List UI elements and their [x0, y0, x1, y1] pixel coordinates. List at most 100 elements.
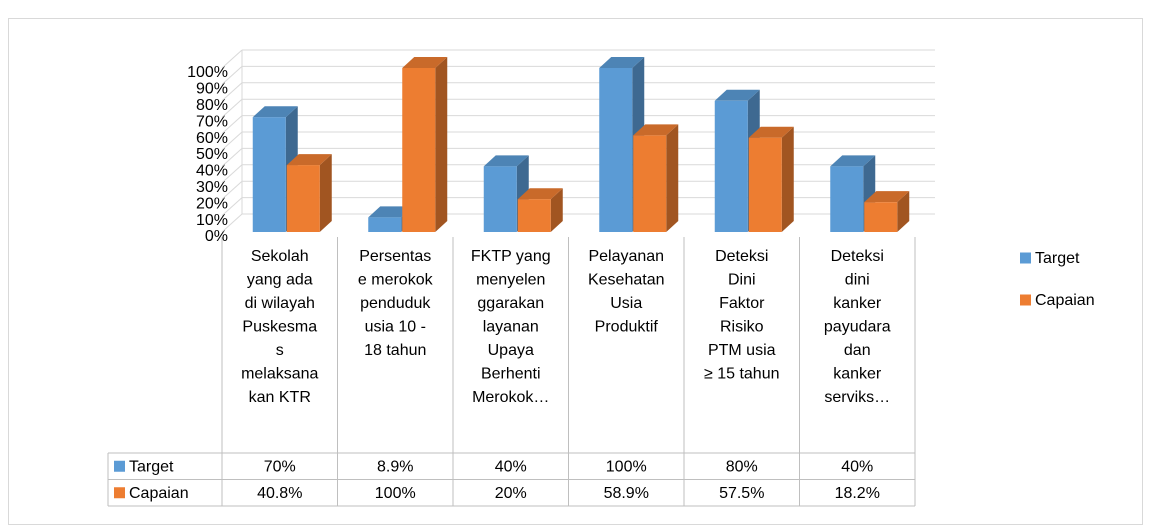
- x-tick-label: dan: [844, 342, 871, 359]
- table-value: 57.5%: [719, 485, 764, 502]
- bar: [252, 117, 286, 232]
- table-key: [114, 460, 125, 472]
- x-tick-label: dini: [845, 272, 870, 289]
- bar: [714, 100, 748, 232]
- y-tick-label: 60%: [196, 130, 228, 147]
- bar-top: [830, 155, 876, 167]
- x-tick-label: payudara: [824, 319, 891, 336]
- x-tick-label: 18 tahun: [364, 342, 426, 359]
- table-value: 20%: [495, 485, 527, 502]
- y-tick-label: 80%: [196, 97, 228, 114]
- side-grid-line: [221, 49, 243, 69]
- bar-side: [550, 188, 563, 232]
- x-tick-label: s: [276, 342, 284, 359]
- x-tick-label: ggarakan: [477, 295, 544, 312]
- legend-label: Capaian: [1035, 292, 1095, 309]
- x-tick-label: Puskesma: [242, 319, 317, 336]
- table-value: 70%: [264, 458, 296, 475]
- legend-label: Target: [1035, 250, 1080, 267]
- table-series-name: Target: [129, 458, 174, 475]
- bar: [483, 166, 517, 232]
- x-tick-label: penduduk: [360, 295, 431, 312]
- y-tick-label: 10%: [196, 212, 228, 229]
- x-tick-label: Usia: [610, 295, 642, 312]
- y-tick-label: 50%: [196, 146, 228, 163]
- bar-top: [633, 124, 679, 136]
- x-tick-label: Faktor: [719, 295, 765, 312]
- x-tick-label: Deteksi: [715, 248, 768, 265]
- x-tick-label: melaksana: [241, 366, 318, 383]
- legend-key: [1020, 252, 1031, 264]
- bar: [748, 137, 782, 232]
- bar-side: [781, 126, 794, 232]
- x-tick-label: Persentas: [359, 248, 431, 265]
- x-tick-label: Deteksi: [831, 248, 884, 265]
- table-value: 100%: [375, 485, 416, 502]
- x-tick-label: ≥ 15 tahun: [704, 366, 780, 383]
- y-tick-label: 100%: [187, 64, 228, 81]
- x-tick-label: Sekolah: [251, 248, 309, 265]
- x-tick-label: yang ada: [247, 272, 313, 289]
- x-tick-label: Merokok…: [472, 389, 549, 406]
- side-grid-line: [221, 148, 243, 167]
- bar-top: [286, 154, 332, 166]
- side-grid-line: [221, 98, 243, 118]
- table-key: [114, 487, 125, 499]
- x-tick-label: kanker: [833, 366, 882, 383]
- table-value: 40%: [841, 458, 873, 475]
- bar: [864, 202, 898, 232]
- bar-side: [666, 124, 679, 232]
- bar: [599, 68, 633, 232]
- table-value: 58.9%: [604, 485, 649, 502]
- bar-top: [599, 57, 645, 68]
- bar-top: [368, 206, 414, 218]
- x-tick-label: kan KTR: [249, 389, 311, 406]
- table-value: 80%: [726, 458, 758, 475]
- y-tick-label: 90%: [196, 81, 228, 98]
- side-grid-line: [221, 180, 243, 200]
- side-grid-line: [221, 197, 243, 216]
- table-value: 100%: [606, 458, 647, 475]
- bar-top: [252, 106, 298, 118]
- bar: [402, 68, 436, 232]
- x-tick-label: Upaya: [488, 342, 534, 359]
- x-tick-label: e merokok: [358, 272, 434, 289]
- bar: [517, 199, 551, 232]
- side-grid-line: [221, 66, 243, 85]
- side-grid-line: [221, 82, 243, 102]
- x-tick-label: Produktif: [595, 319, 659, 336]
- x-tick-label: Kesehatan: [588, 272, 665, 289]
- bar-side: [435, 57, 448, 232]
- bar: [633, 135, 667, 232]
- y-tick-label: 0%: [205, 228, 228, 245]
- x-tick-label: PTM usia: [708, 342, 776, 359]
- table-value: 40%: [495, 458, 527, 475]
- y-tick-label: 70%: [196, 113, 228, 130]
- table-value: 18.2%: [835, 485, 880, 502]
- bar-top: [864, 191, 910, 203]
- bar-side: [319, 154, 332, 232]
- x-tick-label: Dini: [728, 272, 756, 289]
- y-tick-label: 40%: [196, 163, 228, 180]
- x-tick-label: serviks…: [824, 389, 890, 406]
- x-tick-label: menyelen: [476, 272, 545, 289]
- bar-side: [897, 191, 910, 232]
- x-tick-label: Berhenti: [481, 366, 541, 383]
- bar: [286, 165, 320, 232]
- bar: [368, 217, 402, 232]
- bar-top: [517, 188, 563, 200]
- y-tick-label: 20%: [196, 195, 228, 212]
- x-tick-label: usia 10 -: [365, 319, 426, 336]
- bar-top: [748, 126, 794, 138]
- x-tick-label: Pelayanan: [588, 248, 664, 265]
- table-value: 40.8%: [257, 485, 302, 502]
- x-tick-label: di wilayah: [245, 295, 315, 312]
- y-tick-label: 30%: [196, 179, 228, 196]
- chart-border: [8, 18, 1143, 525]
- side-grid-line: [221, 213, 243, 233]
- side-grid-line: [221, 164, 243, 184]
- bar-top: [714, 89, 760, 101]
- side-grid-line: [221, 115, 243, 134]
- x-tick-label: kanker: [833, 295, 882, 312]
